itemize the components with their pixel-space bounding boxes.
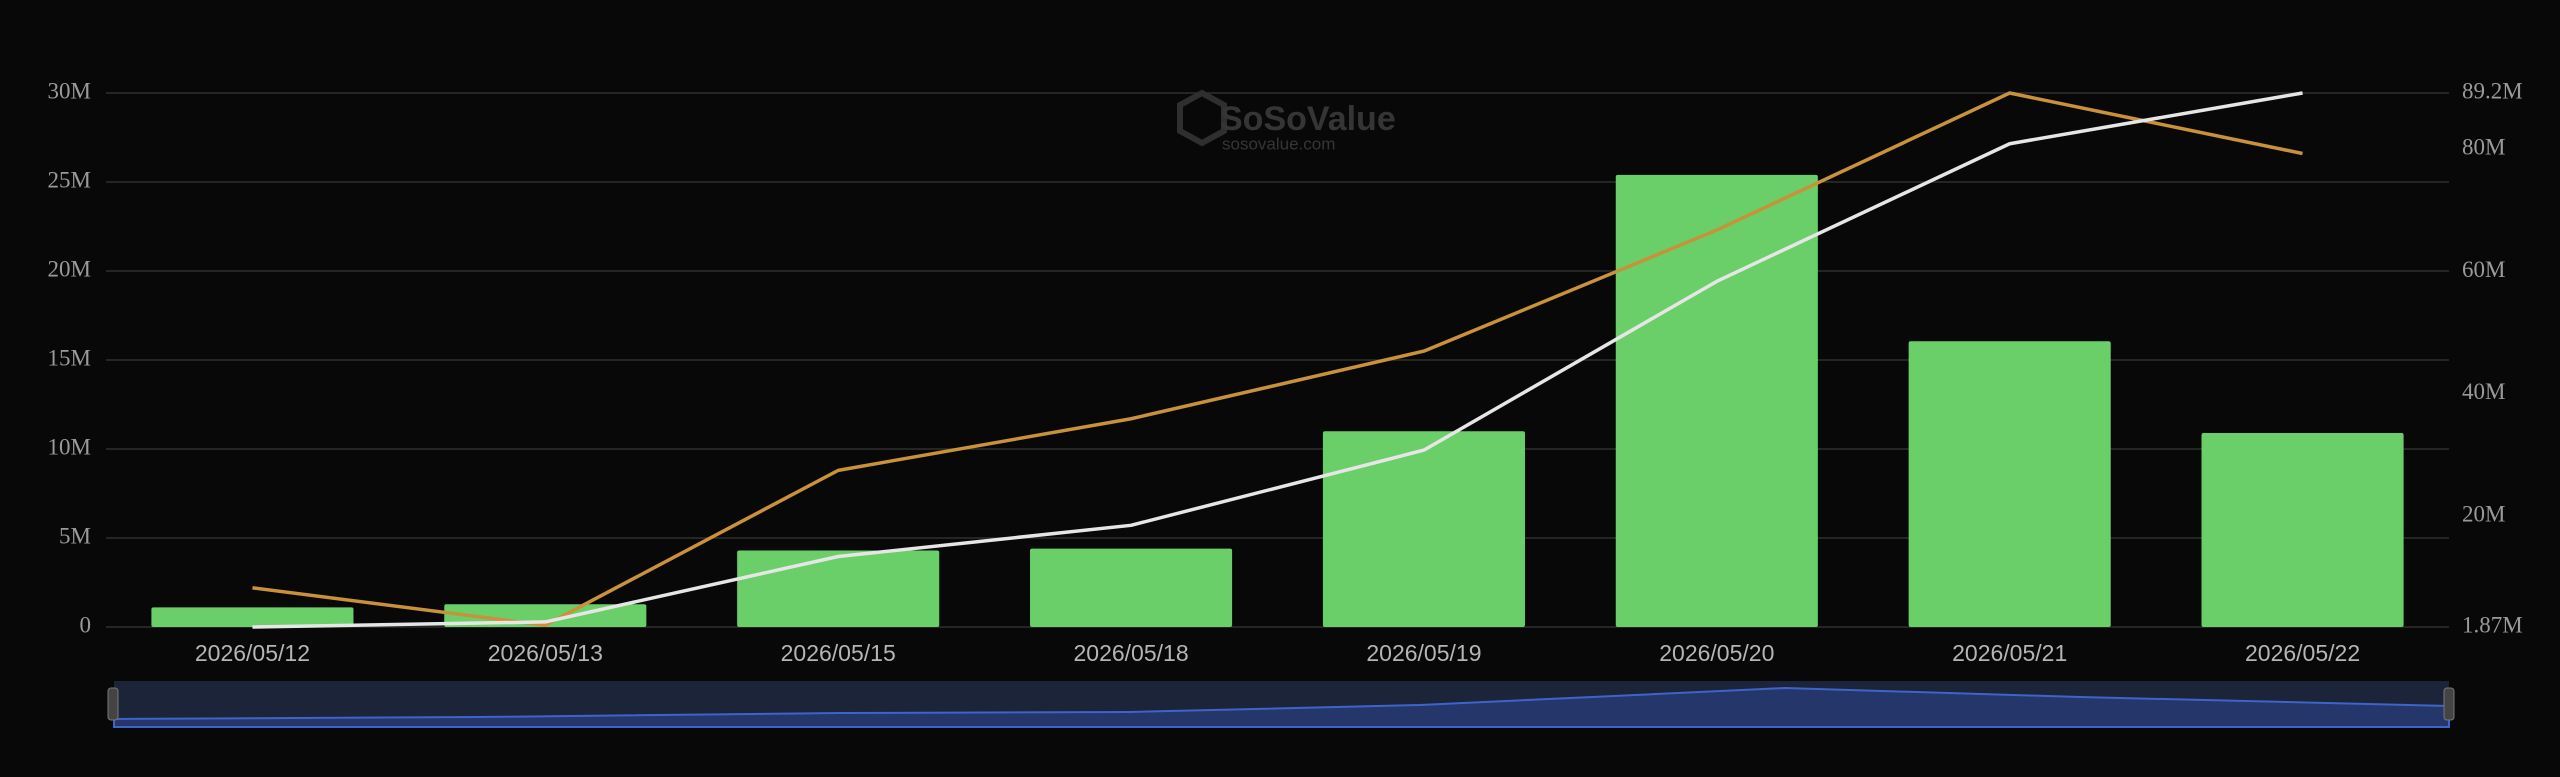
y-tick-label: 25M: [48, 167, 91, 192]
y2-tick-label: 60M: [2462, 257, 2505, 282]
x-tick-label: 2026/05/22: [2245, 640, 2360, 666]
x-tick-label: 2026/05/19: [1366, 640, 1481, 666]
zoom-slider[interactable]: [107, 681, 2455, 728]
x-tick-label: 2026/05/20: [1659, 640, 1774, 666]
bar: [1908, 341, 2111, 627]
bar: [1030, 548, 1233, 627]
y2-tick-label: 40M: [2462, 379, 2505, 404]
slider-preview: [113, 686, 2450, 728]
watermark-site: sosovalue.com: [1222, 134, 1335, 153]
y-tick-label: 15M: [48, 345, 91, 370]
slider-handle[interactable]: [2443, 687, 2455, 721]
x-tick-label: 2026/05/15: [781, 640, 896, 666]
watermark-logo: [1177, 89, 1227, 147]
line: [252, 91, 2303, 629]
x-tick-label: 2026/05/12: [195, 640, 310, 666]
line: [252, 91, 2303, 627]
y2-tick-label: 89.2M: [2462, 78, 2523, 103]
y-tick-label: 5M: [59, 523, 91, 548]
x-tick-label: 2026/05/13: [488, 640, 603, 666]
x-tick-label: 2026/05/21: [1952, 640, 2067, 666]
y-tick-label: 10M: [48, 434, 91, 459]
y-tick-label: 0: [80, 612, 92, 637]
bar: [737, 550, 940, 627]
y-tick-label: 20M: [48, 256, 91, 281]
y2-tick-label: 1.87M: [2462, 612, 2523, 637]
x-tick-label: 2026/05/18: [1074, 640, 1189, 666]
bar: [151, 607, 354, 627]
y-tick-label: 30M: [48, 78, 91, 103]
bar: [2201, 432, 2404, 627]
y2-tick-label: 80M: [2462, 135, 2505, 160]
bar: [1322, 431, 1525, 627]
bar: [1615, 174, 1818, 627]
slider-handle[interactable]: [107, 687, 119, 721]
watermark-brand: SoSoValue: [1220, 100, 1396, 138]
y2-tick-label: 20M: [2462, 501, 2505, 526]
watermark: SoSoValue sosovalue.com: [1177, 89, 1396, 153]
